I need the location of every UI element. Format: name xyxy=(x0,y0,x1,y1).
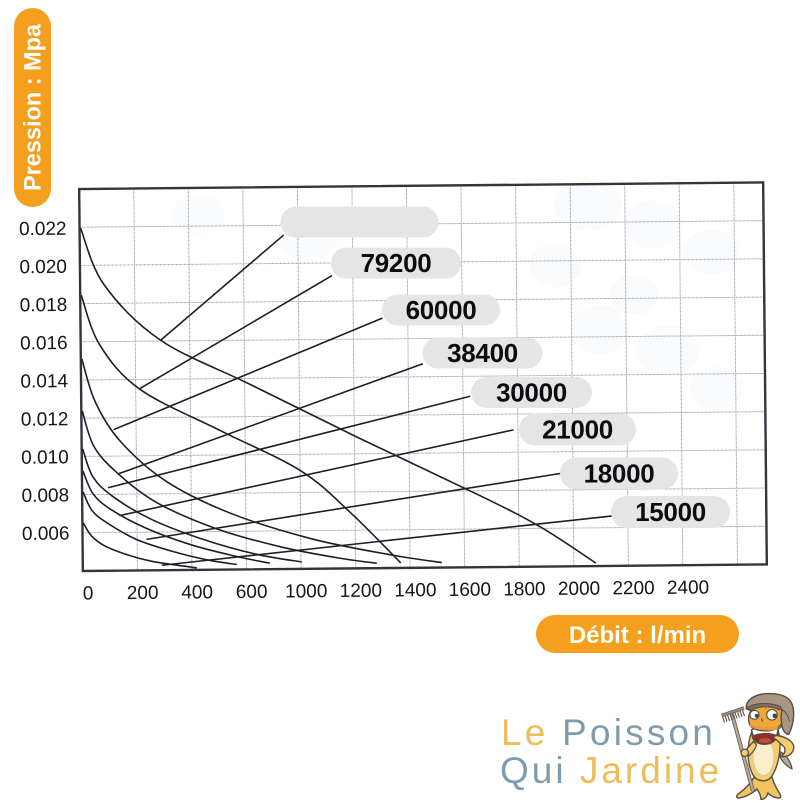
svg-text:Débit : l/min: Débit : l/min xyxy=(569,622,706,649)
svg-text:600: 600 xyxy=(236,582,268,603)
svg-text:1600: 1600 xyxy=(449,580,491,601)
svg-text:0: 0 xyxy=(83,583,94,604)
svg-text:38400: 38400 xyxy=(447,338,518,368)
svg-text:2200: 2200 xyxy=(612,578,654,599)
svg-text:0.014: 0.014 xyxy=(20,371,68,392)
svg-text:2400: 2400 xyxy=(667,577,709,598)
svg-text:0.008: 0.008 xyxy=(21,485,69,506)
svg-text:200: 200 xyxy=(127,583,159,604)
svg-text:400: 400 xyxy=(181,582,213,603)
svg-text:79200: 79200 xyxy=(361,248,432,278)
svg-text:0.006: 0.006 xyxy=(22,524,70,545)
svg-text:21000: 21000 xyxy=(542,415,613,445)
svg-text:1800: 1800 xyxy=(503,579,545,600)
svg-text:Qui Jardine: Qui Jardine xyxy=(500,750,722,791)
svg-text:0.012: 0.012 xyxy=(21,409,69,430)
svg-text:1200: 1200 xyxy=(340,581,382,602)
svg-text:2000: 2000 xyxy=(558,579,600,600)
svg-text:0.016: 0.016 xyxy=(20,333,68,354)
svg-text:0.022: 0.022 xyxy=(19,219,67,240)
svg-text:60000: 60000 xyxy=(406,295,477,325)
svg-text:0.010: 0.010 xyxy=(21,447,69,468)
svg-text:0.020: 0.020 xyxy=(19,257,67,278)
svg-text:1000: 1000 xyxy=(285,581,327,602)
svg-text:1400: 1400 xyxy=(394,580,436,601)
svg-text:0.018: 0.018 xyxy=(20,295,68,316)
svg-text:Le Poisson: Le Poisson xyxy=(501,712,716,753)
svg-text:18000: 18000 xyxy=(584,459,655,489)
svg-text:15000: 15000 xyxy=(635,497,706,527)
svg-text:30000: 30000 xyxy=(496,378,567,408)
svg-text:Pression : Mpa: Pression : Mpa xyxy=(20,23,47,191)
